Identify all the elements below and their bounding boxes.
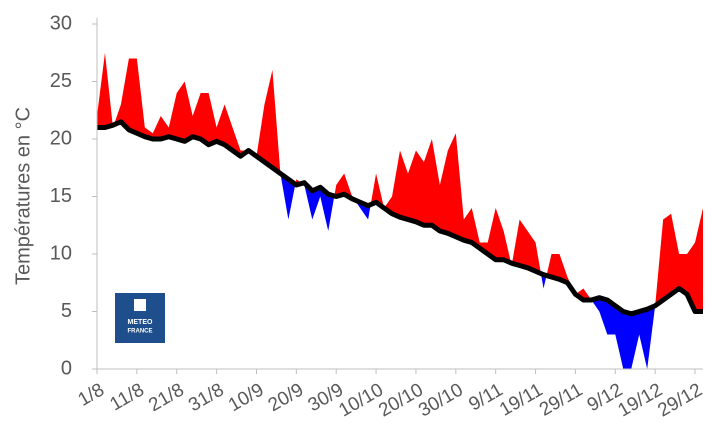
y-tick-label: 10 — [50, 242, 72, 264]
logo-text: METEO — [128, 319, 153, 326]
x-tick-label: 29/12 — [654, 379, 705, 421]
x-tick-label: 10/9 — [225, 379, 268, 416]
y-tick-label: 25 — [50, 70, 72, 92]
y-tick-label: 15 — [50, 185, 72, 207]
x-tick-label: 29/11 — [536, 379, 586, 420]
x-tick-label: 31/8 — [185, 379, 228, 416]
y-tick-label: 20 — [50, 127, 72, 149]
normal-line — [97, 119, 703, 317]
x-tick-label: 21/8 — [145, 379, 188, 416]
logo-text: FRANCE — [128, 329, 153, 335]
x-tick-label: 1/8 — [75, 379, 108, 410]
logo: METEO FRANCE — [115, 293, 165, 343]
logo-icon — [134, 299, 146, 311]
y-tick-label: 0 — [61, 357, 72, 379]
y-tick-label: 5 — [61, 300, 72, 322]
x-tick-label: 20/9 — [265, 379, 308, 416]
y-axis-label: Températures en °C — [12, 107, 34, 285]
x-tick-label: 30/10 — [415, 379, 467, 421]
x-tick-label: 11/8 — [107, 379, 148, 415]
y-tick-label: 30 — [50, 12, 72, 34]
